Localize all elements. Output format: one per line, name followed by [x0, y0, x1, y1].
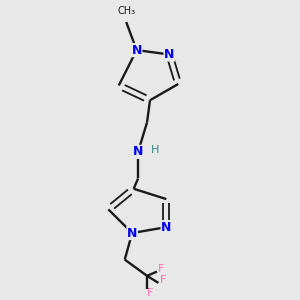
Text: N: N — [161, 220, 172, 234]
Text: H: H — [151, 146, 160, 155]
Text: F: F — [158, 264, 164, 274]
Text: F: F — [160, 275, 166, 285]
Text: N: N — [164, 48, 175, 61]
Text: N: N — [131, 44, 142, 57]
Text: F: F — [147, 288, 153, 298]
Text: N: N — [127, 226, 137, 239]
Text: CH₃: CH₃ — [117, 6, 135, 16]
Text: N: N — [133, 146, 143, 158]
